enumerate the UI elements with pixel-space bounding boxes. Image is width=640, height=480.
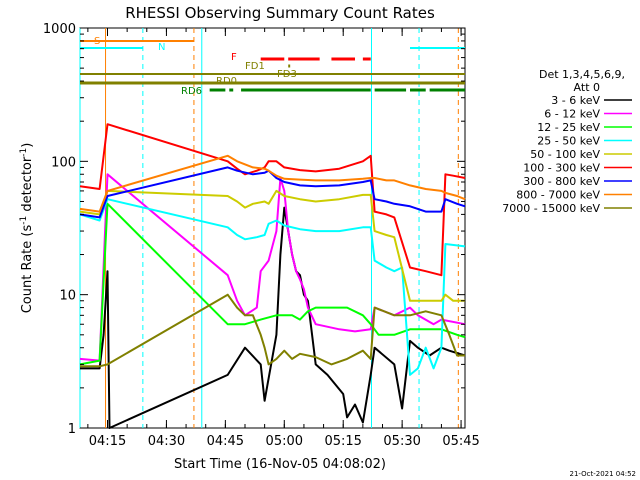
series-line-1 <box>79 173 466 362</box>
flag-label-rd6: RD6 <box>181 86 202 97</box>
flag-label-n: N <box>158 42 165 53</box>
x-tick-label-1: 04:30 <box>148 434 185 449</box>
flag-label-s: S <box>94 36 100 47</box>
legend-label-6: 300 - 800 keV <box>523 175 600 188</box>
legend-label-7: 800 - 7000 keV <box>516 189 600 202</box>
chart-title: RHESSI Observing Summary Count Rates <box>125 4 435 22</box>
series-line-7 <box>79 154 466 213</box>
legend-label-8: 7000 - 15000 keV <box>502 202 600 215</box>
series-line-8 <box>80 293 465 368</box>
x-tick-label-0: 04:15 <box>89 434 126 449</box>
x-tick-label-4: 05:15 <box>324 434 361 449</box>
series-line-3 <box>79 198 466 376</box>
y-tick-label-0: 1 <box>68 422 76 437</box>
generation-timestamp: 21-Oct-2021 04:52 <box>570 470 636 478</box>
y-tick-label-2: 100 <box>51 155 76 170</box>
series-line-4 <box>79 189 465 302</box>
flag-label-fd3: FD3 <box>277 69 297 80</box>
x-tick-label-2: 04:45 <box>207 434 244 449</box>
x-tick-label-6: 05:45 <box>442 434 479 449</box>
legend-header-line1: Det 1,3,4,5,6,9, <box>539 68 625 81</box>
legend-label-1: 6 - 12 keV <box>544 108 600 121</box>
x-tick-label-5: 05:30 <box>383 434 420 449</box>
legend-label-3: 25 - 50 keV <box>537 135 600 148</box>
y-tick-label-3: 1000 <box>43 22 76 37</box>
x-tick-label-3: 05:00 <box>266 434 303 449</box>
series-line-6 <box>79 166 466 219</box>
legend-label-4: 50 - 100 keV <box>530 148 600 161</box>
legend-label-0: 3 - 6 keV <box>551 94 600 107</box>
flag-label-fd1: FD1 <box>245 61 265 72</box>
legend-label-2: 12 - 25 keV <box>537 121 600 134</box>
flag-label-f: F <box>231 52 237 63</box>
series-line-2 <box>79 202 466 366</box>
y-tick-label-1: 10 <box>59 289 76 304</box>
svg-text:Count Rate (s-1 detector-1): Count Rate (s-1 detector-1) <box>19 143 35 314</box>
y-axis-label: Count Rate (s-1 detector-1) <box>19 143 35 314</box>
plot-area: S N F FD1 FD3 RD0 RD6 <box>79 27 466 429</box>
series-line-5 <box>79 123 466 277</box>
legend-header-line2: Att 0 <box>574 81 600 94</box>
legend-label-5: 100 - 300 keV <box>523 162 600 175</box>
flag-label-rd0: RD0 <box>216 76 237 87</box>
series-line-0 <box>80 206 466 429</box>
x-axis-label: Start Time (16-Nov-05 04:08:02) <box>174 457 386 472</box>
